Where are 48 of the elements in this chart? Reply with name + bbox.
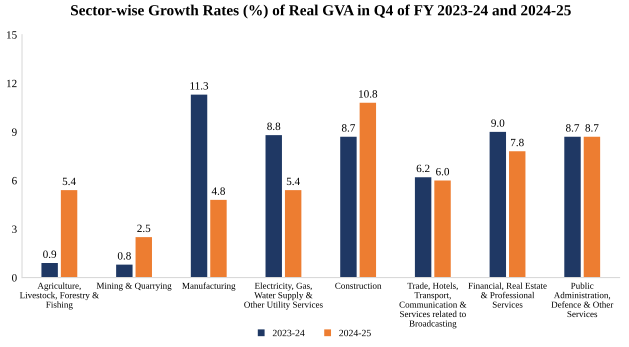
x-tick-label: Mining & Quarrying xyxy=(96,282,172,291)
data-label: 0.8 xyxy=(118,252,131,260)
data-label: 8.8 xyxy=(267,122,280,130)
y-tick-label: 9 xyxy=(12,128,17,136)
bar xyxy=(41,263,58,278)
bar xyxy=(564,136,581,278)
y-tick-label: 6 xyxy=(12,176,17,184)
bar xyxy=(266,135,282,278)
legend-label: 2024-25 xyxy=(339,330,371,336)
data-label: 6.0 xyxy=(436,168,450,176)
x-tick-label: Public Administration, Defence & Other Services xyxy=(551,282,614,318)
data-label: 7.8 xyxy=(511,138,524,146)
bar xyxy=(116,264,133,278)
y-tick-label: 15 xyxy=(7,31,17,39)
bar xyxy=(340,136,357,278)
bar xyxy=(284,190,302,278)
data-label: 0.9 xyxy=(43,250,56,258)
bar xyxy=(360,102,376,278)
data-label: 9.0 xyxy=(491,119,504,127)
data-label: 8.7 xyxy=(342,124,356,132)
data-label: 5.4 xyxy=(286,178,300,186)
data-label: 8.7 xyxy=(585,124,599,132)
data-label: 8.7 xyxy=(566,124,580,132)
y-tick-label: 0 xyxy=(12,274,17,282)
bar xyxy=(190,94,208,278)
bar xyxy=(414,177,432,278)
data-label: 6.2 xyxy=(416,164,430,172)
x-tick-label: Manufacturing xyxy=(182,282,236,291)
bar xyxy=(136,237,152,278)
bar xyxy=(210,200,227,278)
x-tick-label: Electricity, Gas, Water Supply & Other Utility Services xyxy=(244,282,323,310)
bar xyxy=(434,180,451,278)
y-tick-label: 3 xyxy=(12,226,17,233)
data-label: 5.4 xyxy=(62,178,76,186)
y-tick-label: 12 xyxy=(7,80,17,88)
bar xyxy=(584,136,600,278)
data-label: 4.8 xyxy=(212,187,225,195)
bar xyxy=(60,190,78,278)
bar xyxy=(509,151,526,278)
bar xyxy=(490,132,506,278)
x-tick-label: Construction xyxy=(335,282,382,289)
data-label: 2.5 xyxy=(137,224,150,232)
legend-label: 2023-24 xyxy=(272,330,305,336)
data-label: 10.8 xyxy=(359,90,378,98)
x-tick-label: Trade, Hotels, Transport, Communication & Services related to Broadcasting xyxy=(399,282,466,328)
chart-title: Sector-wise Growth Rates (%) of Real GVA in Q4 of FY 2023-24 and 2024-25 xyxy=(71,4,571,19)
x-tick-label: Financial, Real Estate & Professional Services xyxy=(468,282,547,308)
data-label: 11.3 xyxy=(190,82,208,90)
